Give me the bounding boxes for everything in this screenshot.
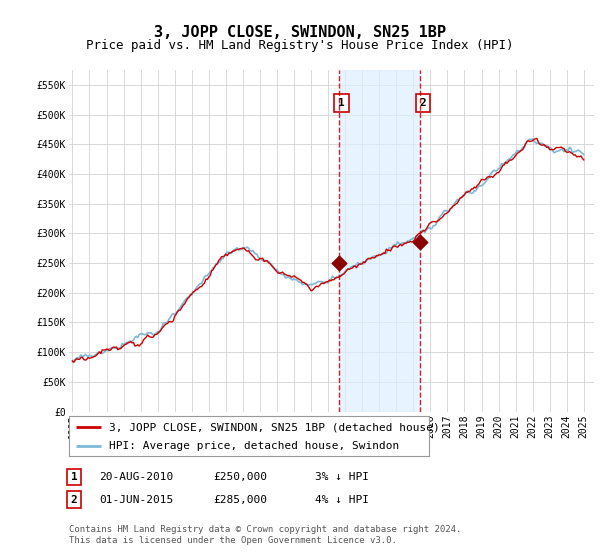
- Text: HPI: Average price, detached house, Swindon: HPI: Average price, detached house, Swin…: [109, 441, 399, 451]
- Text: Price paid vs. HM Land Registry's House Price Index (HPI): Price paid vs. HM Land Registry's House …: [86, 39, 514, 53]
- Point: [416, 238, 425, 247]
- Text: 1: 1: [338, 97, 345, 108]
- Text: 01-JUN-2015: 01-JUN-2015: [99, 494, 173, 505]
- Text: Contains HM Land Registry data © Crown copyright and database right 2024.
This d: Contains HM Land Registry data © Crown c…: [69, 525, 461, 545]
- Text: 20-AUG-2010: 20-AUG-2010: [99, 472, 173, 482]
- Text: 2: 2: [419, 97, 427, 108]
- Text: 3, JOPP CLOSE, SWINDON, SN25 1BP: 3, JOPP CLOSE, SWINDON, SN25 1BP: [154, 25, 446, 40]
- Text: 3, JOPP CLOSE, SWINDON, SN25 1BP (detached house): 3, JOPP CLOSE, SWINDON, SN25 1BP (detach…: [109, 422, 439, 432]
- Text: £285,000: £285,000: [213, 494, 267, 505]
- Bar: [339, 70, 421, 412]
- Text: 3% ↓ HPI: 3% ↓ HPI: [315, 472, 369, 482]
- Text: 2: 2: [71, 494, 77, 505]
- Text: 4% ↓ HPI: 4% ↓ HPI: [315, 494, 369, 505]
- Text: £250,000: £250,000: [213, 472, 267, 482]
- Text: 1: 1: [71, 472, 77, 482]
- Point: [334, 259, 344, 268]
